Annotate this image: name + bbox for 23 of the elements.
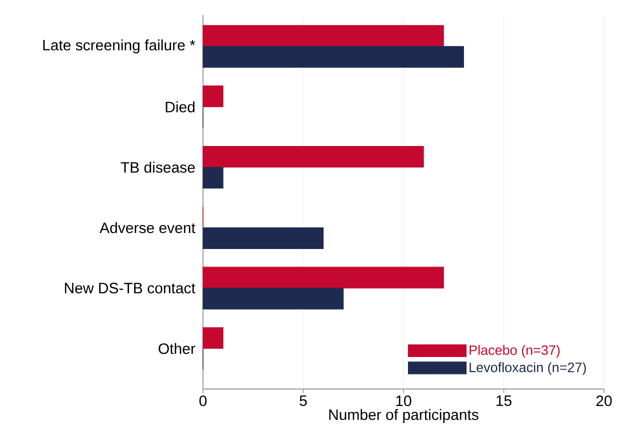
x-tick-label: 0 (199, 396, 207, 406)
x-tick-label: 5 (300, 396, 307, 406)
bar (202, 288, 344, 310)
y-tick-label: Late screening failure * (43, 39, 196, 54)
bar (202, 266, 444, 288)
y-tick-label: TB disease (120, 162, 195, 173)
x-tick-label: 15 (496, 396, 512, 406)
bar (202, 327, 224, 349)
y-tick-label: Died (166, 101, 194, 112)
bar (202, 46, 464, 68)
bar (202, 25, 444, 47)
bar (202, 86, 224, 108)
bar (202, 227, 324, 249)
bar (202, 166, 224, 189)
x-tick-label: 10 (396, 396, 412, 406)
x-axis-title: Number of participants (329, 409, 478, 423)
bar (202, 146, 424, 168)
x-tick-label: 20 (596, 396, 612, 406)
y-tick-label: Other (158, 343, 196, 354)
y-tick-label: Adverse event (100, 222, 196, 234)
legend-label: Placebo (n=37) (470, 345, 560, 358)
legend-label: Levofloxacin (n=27) (470, 362, 586, 375)
y-tick-label: New DS-TB contact (64, 282, 196, 294)
